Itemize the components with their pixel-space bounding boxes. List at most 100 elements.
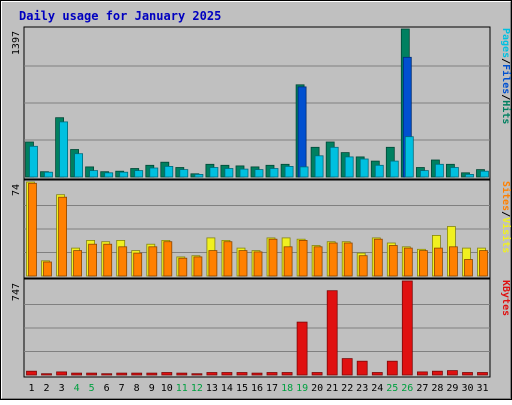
legend-item: Visits [500,217,512,253]
bar-kbytes [146,372,158,376]
bar-pages [29,145,38,178]
bar-kbytes [431,370,443,376]
bar-sites [313,246,323,277]
bar-kbytes [71,372,82,376]
bar-sites [388,245,398,277]
bar-kbytes [251,372,263,376]
bar-pages [299,166,309,178]
bar-kbytes [221,372,233,376]
bar-kbytes [326,290,338,376]
x-tick-label: 10 [161,383,173,394]
bar-sites [373,238,383,277]
bevel-shadow [2,2,511,399]
x-tick-label: 19 [296,383,308,394]
bar-sites [73,250,82,277]
bar-kbytes [356,360,368,376]
bar-kbytes [86,372,97,376]
panel-visits-sites: 74 Sites/Visits [11,179,512,279]
bar-sites [328,242,338,277]
x-tick-label: 5 [89,383,95,394]
bar-sites [268,238,278,277]
bar-pages [149,167,159,178]
bar-pages [209,167,219,178]
chart-title: Daily usage for January 2025 [19,9,221,23]
x-tick-label: 18 [281,383,293,394]
bar-sites [448,246,458,277]
x-tick-label: 29 [446,383,458,394]
x-tick-label: 9 [149,383,155,394]
bar-sites [358,255,368,277]
x-tick-label: 25 [386,383,398,394]
legend-item: Files [500,64,512,94]
bar-kbytes [191,373,203,376]
bar-sites [43,261,52,277]
legend-item: Sites [500,181,512,211]
bar-sites [208,250,218,277]
panel-max-label: 747 [11,283,22,301]
x-tick-label: 24 [371,383,383,394]
bar-sites [253,251,263,277]
panel-legend: KBytes [500,280,511,316]
x-tick-label: 2 [43,383,49,394]
bar-pages [449,167,459,178]
bar-pages [344,156,354,178]
bar-sites [403,247,413,277]
bar-sites [58,196,67,277]
bar-kbytes [386,360,398,376]
bar-kbytes [176,372,188,376]
bar-pages [164,165,174,178]
x-tick-label: 21 [326,383,338,394]
bar-kbytes [416,371,428,376]
bar-sites [118,246,128,277]
panel-hits-files-pages: 1397 Pages/Files/Hits [11,26,512,180]
legend-item: KBytes [500,280,511,316]
bar-pages [104,172,114,178]
legend-item: / [500,58,511,64]
bar-sites [223,241,233,277]
bar-pages [74,153,83,178]
bar-sites [133,252,143,277]
bar-sites [178,257,188,277]
bar-sites [433,247,443,277]
legend-item: Pages [500,28,511,58]
x-tick-label: 8 [134,383,140,394]
bar-pages [119,171,129,178]
bar-sites [418,250,428,277]
bar-kbytes [131,372,143,376]
bar-kbytes [26,370,37,376]
bar-kbytes [401,280,413,376]
bar-pages [269,168,279,178]
x-tick-label: 30 [461,383,473,394]
x-tick-label: 7 [119,383,125,394]
panel-kbytes: 747 KBytes [11,278,511,378]
x-tick-label: 17 [266,383,278,394]
x-tick-label: 4 [74,383,80,394]
x-tick-label: 11 [176,383,188,394]
bar-kbytes [41,373,52,376]
bar-kbytes [116,372,128,376]
bar-kbytes [341,358,353,376]
bar-pages [59,121,68,178]
bar-kbytes [236,372,248,376]
bar-kbytes [161,372,173,376]
bar-pages [134,170,144,178]
panel-max-label: 74 [11,184,22,196]
x-tick-label: 16 [251,383,263,394]
bar-sites [238,250,248,277]
x-axis: 1 2 3 4 5 6 7 8 9 10 11 12 13 14 15 16 17 18 19 20 21 22 23 24 2… [28,383,488,394]
bar-pages [314,155,324,178]
x-tick-label: 15 [236,383,248,394]
bar-pages [254,169,264,178]
bar-pages [465,173,474,178]
x-tick-label: 31 [476,383,488,394]
x-tick-label: 28 [431,383,443,394]
bar-pages [374,164,384,178]
bar-kbytes [446,370,458,376]
x-tick-label: 12 [191,383,203,394]
panel-legend: Sites/Visits [500,181,512,253]
bar-kbytes [296,321,308,376]
bar-sites [88,243,97,277]
legend-item: Hits [500,100,512,124]
